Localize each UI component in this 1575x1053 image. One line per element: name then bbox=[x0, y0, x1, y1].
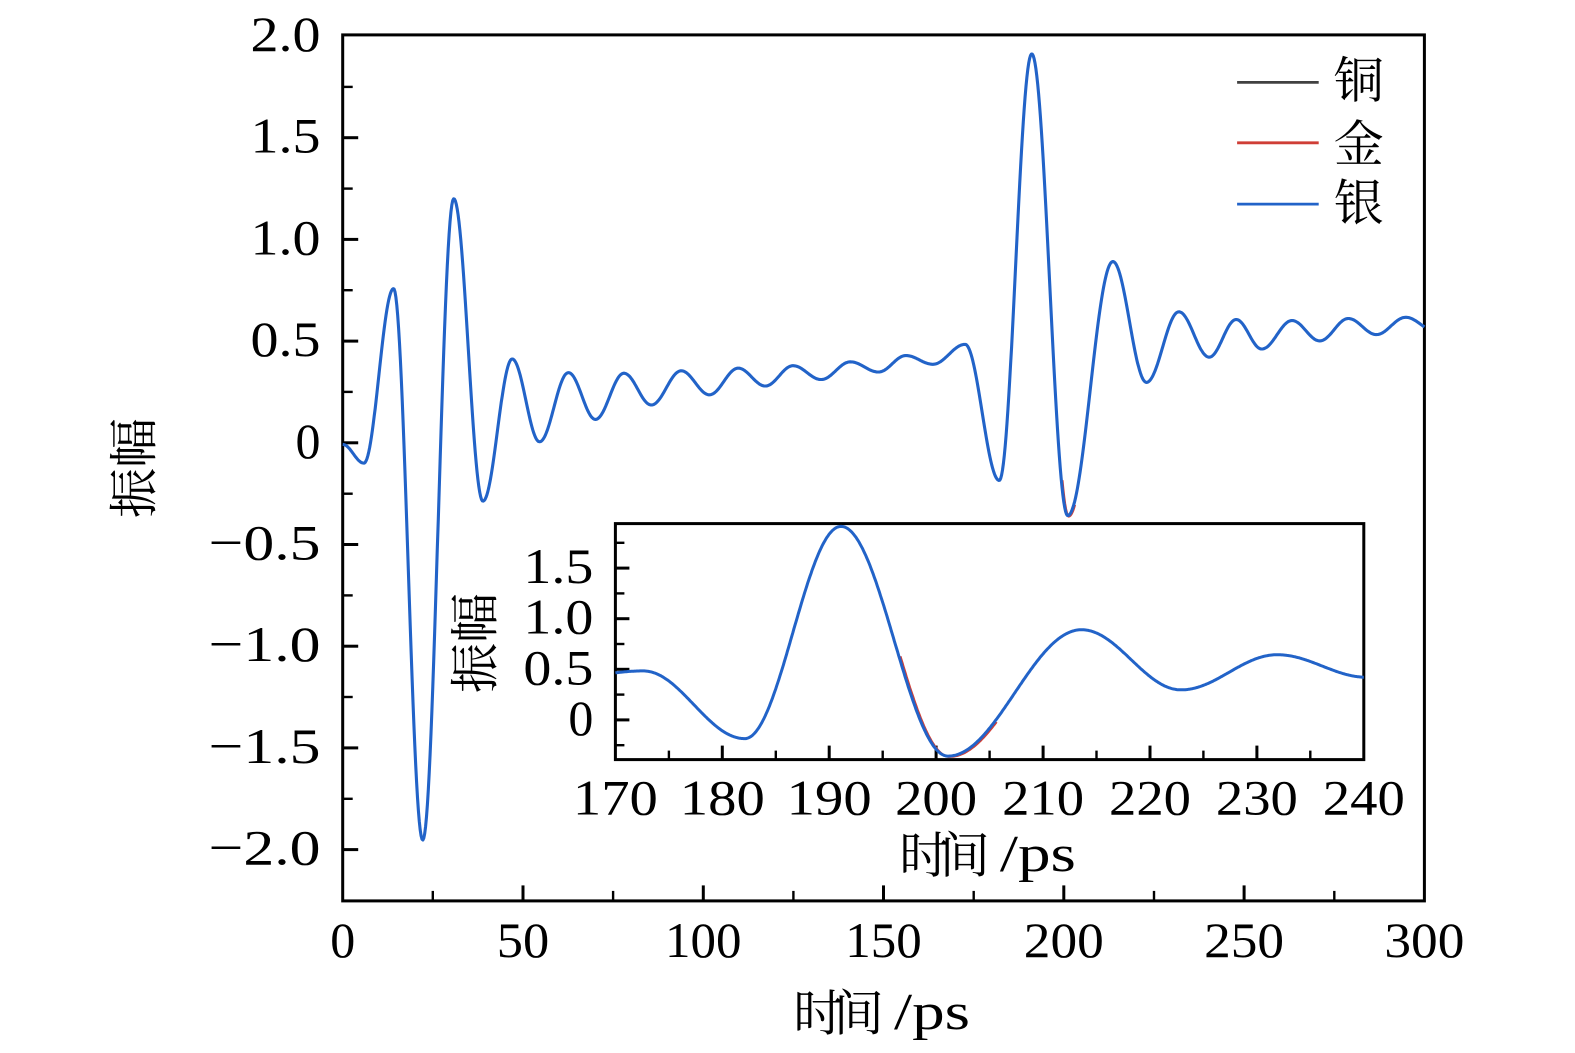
svg-text:1.0: 1.0 bbox=[251, 209, 321, 265]
svg-text:150: 150 bbox=[845, 912, 922, 968]
svg-text:1.5: 1.5 bbox=[251, 108, 321, 164]
svg-text:−2.0: −2.0 bbox=[209, 820, 321, 876]
svg-text:190: 190 bbox=[787, 770, 872, 826]
svg-text:240: 240 bbox=[1323, 770, 1405, 826]
svg-text:200: 200 bbox=[1024, 912, 1104, 968]
svg-text:−0.5: −0.5 bbox=[209, 515, 321, 571]
svg-text:0.5: 0.5 bbox=[523, 639, 593, 695]
svg-text:−1.5: −1.5 bbox=[209, 718, 321, 774]
svg-text:200: 200 bbox=[895, 770, 977, 826]
svg-text:1.0: 1.0 bbox=[523, 589, 593, 645]
svg-text:180: 180 bbox=[680, 770, 765, 826]
svg-text:2.0: 2.0 bbox=[251, 6, 321, 62]
svg-text:/ps: /ps bbox=[1000, 826, 1076, 883]
svg-text:210: 210 bbox=[1002, 770, 1084, 826]
svg-text:220: 220 bbox=[1109, 770, 1191, 826]
svg-text:0: 0 bbox=[296, 413, 321, 469]
svg-text:230: 230 bbox=[1216, 770, 1298, 826]
svg-text:250: 250 bbox=[1204, 912, 1284, 968]
svg-text:50: 50 bbox=[497, 912, 550, 968]
svg-text:0: 0 bbox=[568, 690, 593, 746]
svg-text:0.5: 0.5 bbox=[251, 311, 321, 367]
svg-text:/ps: /ps bbox=[894, 984, 970, 1041]
svg-text:1.5: 1.5 bbox=[523, 538, 593, 594]
svg-text:0: 0 bbox=[330, 912, 355, 968]
svg-text:300: 300 bbox=[1384, 912, 1464, 968]
svg-text:170: 170 bbox=[573, 770, 658, 826]
svg-text:100: 100 bbox=[665, 912, 742, 968]
svg-text:−1.0: −1.0 bbox=[209, 616, 321, 672]
